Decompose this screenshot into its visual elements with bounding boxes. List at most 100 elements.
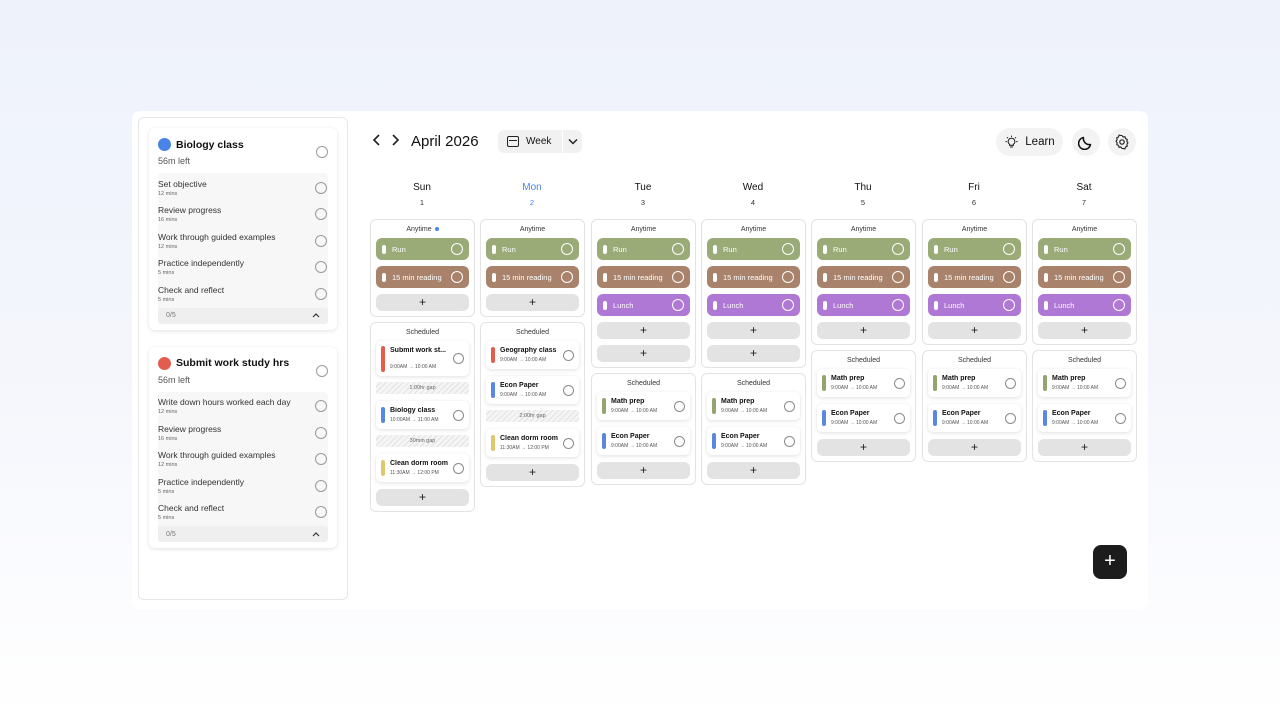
drag-handle-icon[interactable] bbox=[823, 244, 827, 254]
scheduled-event[interactable]: Econ Paper 9:00AM → 10:00 AM bbox=[707, 427, 800, 455]
drag-handle-icon[interactable] bbox=[492, 244, 496, 254]
add-fab-button[interactable]: + bbox=[1093, 545, 1127, 579]
goal-complete-checkbox[interactable] bbox=[316, 364, 328, 377]
drag-handle-icon[interactable] bbox=[713, 300, 717, 310]
anytime-task-run[interactable]: Run bbox=[1038, 238, 1131, 260]
day-header-thu[interactable]: Thu 5 bbox=[811, 182, 915, 207]
event-checkbox[interactable] bbox=[894, 412, 905, 424]
add-scheduled-event-button[interactable]: + bbox=[928, 439, 1021, 456]
anytime-task-run[interactable]: Run bbox=[817, 238, 910, 260]
goal-step-checkbox[interactable] bbox=[315, 453, 327, 466]
goal-step-checkbox[interactable] bbox=[315, 426, 327, 439]
event-checkbox[interactable] bbox=[1005, 377, 1016, 389]
goal-step-checkbox[interactable] bbox=[315, 287, 327, 300]
goal-step[interactable]: Practice independently 5 mins bbox=[158, 255, 328, 282]
settings-button[interactable] bbox=[1108, 128, 1136, 156]
event-checkbox[interactable] bbox=[674, 400, 685, 412]
anytime-task-checkbox[interactable] bbox=[782, 271, 794, 283]
drag-handle-icon[interactable] bbox=[934, 244, 938, 254]
anytime-task-checkbox[interactable] bbox=[892, 299, 904, 311]
goal-step[interactable]: Review progress 16 mins bbox=[158, 202, 328, 229]
add-scheduled-event-button[interactable]: + bbox=[597, 462, 690, 479]
goal-step[interactable]: Review progress 16 mins bbox=[158, 420, 328, 447]
anytime-task-checkbox[interactable] bbox=[1113, 271, 1125, 283]
scheduled-event[interactable]: Clean dorm room 11:30AM → 12:00 PM bbox=[376, 454, 469, 482]
scheduled-event[interactable]: Math prep 9:00AM → 10:00 AM bbox=[1038, 369, 1131, 397]
anytime-task-checkbox[interactable] bbox=[1003, 299, 1015, 311]
event-checkbox[interactable] bbox=[563, 384, 574, 396]
scheduled-event[interactable]: Submit work st... 9:00AM → 10:00 AM bbox=[376, 341, 469, 376]
anytime-task-checkbox[interactable] bbox=[451, 243, 463, 255]
anytime-task-checkbox[interactable] bbox=[1113, 243, 1125, 255]
drag-handle-icon[interactable] bbox=[603, 272, 607, 282]
anytime-task-checkbox[interactable] bbox=[892, 243, 904, 255]
drag-handle-icon[interactable] bbox=[1044, 300, 1048, 310]
view-dropdown-toggle[interactable] bbox=[562, 130, 582, 153]
scheduled-event[interactable]: Math prep 9:00AM → 10:00 AM bbox=[597, 392, 690, 420]
add-scheduled-event-button[interactable]: + bbox=[486, 464, 579, 481]
drag-handle-icon[interactable] bbox=[603, 300, 607, 310]
anytime-task-lunch[interactable]: Lunch bbox=[928, 294, 1021, 316]
day-header-sun[interactable]: Sun 1 bbox=[370, 182, 474, 207]
anytime-task-checkbox[interactable] bbox=[1003, 271, 1015, 283]
day-header-tue[interactable]: Tue 3 bbox=[591, 182, 695, 207]
anytime-task-lunch[interactable]: Lunch bbox=[817, 294, 910, 316]
add-scheduled-event-button[interactable]: + bbox=[817, 439, 910, 456]
goal-step-checkbox[interactable] bbox=[315, 400, 327, 413]
drag-handle-icon[interactable] bbox=[603, 244, 607, 254]
day-header-fri[interactable]: Fri 6 bbox=[922, 182, 1026, 207]
anytime-task-checkbox[interactable] bbox=[892, 271, 904, 283]
anytime-task-reading[interactable]: 15 min reading bbox=[486, 266, 579, 288]
anytime-task-reading[interactable]: 15 min reading bbox=[707, 266, 800, 288]
chevron-up-icon[interactable] bbox=[312, 311, 320, 320]
add-anytime-task-button[interactable]: + bbox=[597, 322, 690, 339]
day-header-sat[interactable]: Sat 7 bbox=[1032, 182, 1136, 207]
scheduled-event[interactable]: Clean dorm room 11:30AM → 12:00 PM bbox=[486, 429, 579, 457]
goal-step-checkbox[interactable] bbox=[315, 479, 327, 492]
event-checkbox[interactable] bbox=[1115, 377, 1126, 389]
drag-handle-icon[interactable] bbox=[1044, 244, 1048, 254]
drag-handle-icon[interactable] bbox=[823, 300, 827, 310]
dark-mode-toggle[interactable] bbox=[1072, 128, 1100, 156]
goal-step[interactable]: Write down hours worked each day 12 mins bbox=[158, 394, 328, 421]
anytime-task-checkbox[interactable] bbox=[1113, 299, 1125, 311]
goal-step-checkbox[interactable] bbox=[315, 261, 327, 274]
goal-complete-checkbox[interactable] bbox=[316, 146, 328, 158]
drag-handle-icon[interactable] bbox=[492, 272, 496, 282]
prev-week-button[interactable] bbox=[370, 133, 384, 151]
add-anytime-task-button[interactable]: + bbox=[486, 294, 579, 311]
anytime-task-run[interactable]: Run bbox=[707, 238, 800, 260]
anytime-task-checkbox[interactable] bbox=[672, 271, 684, 283]
anytime-task-reading[interactable]: 15 min reading bbox=[597, 266, 690, 288]
anytime-task-run[interactable]: Run bbox=[376, 238, 469, 260]
next-week-button[interactable] bbox=[388, 133, 402, 151]
event-checkbox[interactable] bbox=[784, 435, 795, 447]
event-checkbox[interactable] bbox=[894, 377, 905, 389]
anytime-task-run[interactable]: Run bbox=[928, 238, 1021, 260]
anytime-task-reading[interactable]: 15 min reading bbox=[817, 266, 910, 288]
scheduled-event[interactable]: Econ Paper 9:00AM → 10:00 AM bbox=[597, 427, 690, 455]
add-anytime-task-button[interactable]: + bbox=[707, 322, 800, 339]
goal-progress-row[interactable]: 0/5 bbox=[158, 307, 328, 324]
anytime-task-run[interactable]: Run bbox=[597, 238, 690, 260]
anytime-task-checkbox[interactable] bbox=[672, 299, 684, 311]
drag-handle-icon[interactable] bbox=[713, 244, 717, 254]
day-header-mon[interactable]: Mon 2 bbox=[480, 182, 584, 207]
scheduled-event[interactable]: Biology class 10:00AM → 11:00 AM bbox=[376, 401, 469, 429]
view-select[interactable]: Week bbox=[498, 130, 582, 153]
drag-handle-icon[interactable] bbox=[934, 300, 938, 310]
event-checkbox[interactable] bbox=[1005, 412, 1016, 424]
drag-handle-icon[interactable] bbox=[382, 272, 386, 282]
add-anytime-task-button[interactable]: + bbox=[928, 322, 1021, 339]
drag-handle-icon[interactable] bbox=[823, 272, 827, 282]
event-checkbox[interactable] bbox=[453, 353, 464, 364]
anytime-task-reading[interactable]: 15 min reading bbox=[376, 266, 469, 288]
event-checkbox[interactable] bbox=[563, 437, 574, 449]
add-scheduled-event-button[interactable]: + bbox=[376, 489, 469, 506]
chevron-up-icon[interactable] bbox=[312, 530, 320, 539]
scheduled-event[interactable]: Math prep 9:00AM → 10:00 AM bbox=[707, 392, 800, 420]
goal-step-checkbox[interactable] bbox=[315, 234, 327, 247]
add-scheduled-event-button[interactable]: + bbox=[707, 462, 800, 479]
anytime-task-checkbox[interactable] bbox=[1003, 243, 1015, 255]
goal-step[interactable]: Practice independently 5 mins bbox=[158, 473, 328, 500]
